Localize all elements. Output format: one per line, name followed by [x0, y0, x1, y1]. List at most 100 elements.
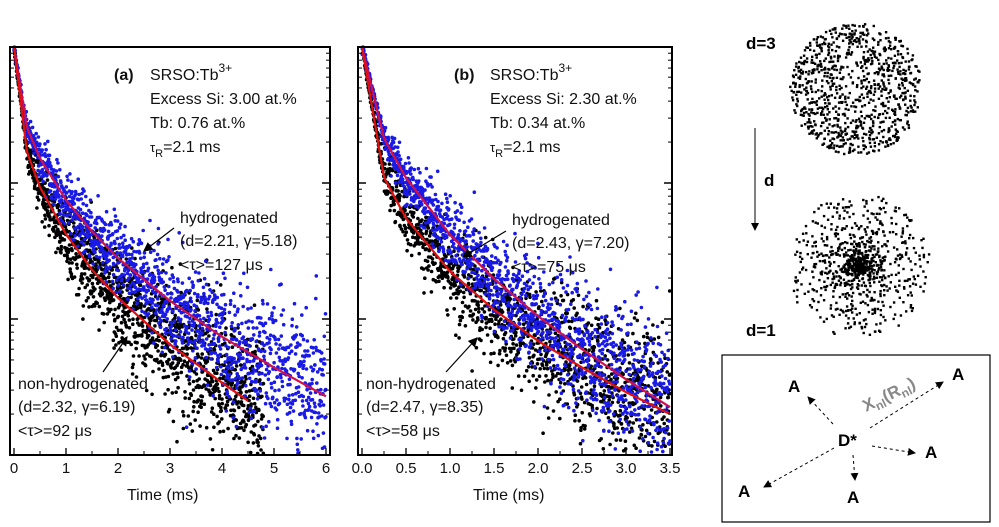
data-point-non-hydrogenated — [89, 291, 94, 296]
data-point-non-hydrogenated — [444, 254, 448, 259]
data-point-hydrogenated — [483, 277, 487, 282]
data-point-non-hydrogenated — [111, 338, 116, 343]
data-point-hydrogenated — [172, 319, 177, 323]
data-point-hydrogenated — [304, 398, 309, 403]
data-point-non-hydrogenated — [118, 302, 122, 307]
data-point-hydrogenated — [320, 368, 325, 372]
data-point-hydrogenated — [111, 272, 116, 277]
data-point-hydrogenated — [104, 209, 109, 214]
data-point-non-hydrogenated — [170, 391, 175, 395]
data-point-non-hydrogenated — [460, 300, 465, 305]
data-point-hydrogenated — [204, 282, 209, 287]
data-point-hydrogenated — [54, 169, 59, 173]
data-point-non-hydrogenated — [457, 322, 462, 327]
data-point-non-hydrogenated — [435, 239, 440, 244]
data-point-non-hydrogenated — [462, 275, 467, 279]
data-point-non-hydrogenated — [476, 318, 480, 322]
data-point-hydrogenated — [55, 157, 59, 162]
data-point-hydrogenated — [253, 369, 258, 373]
data-point-hydrogenated — [228, 298, 233, 303]
data-point-hydrogenated — [473, 285, 478, 290]
data-point-hydrogenated — [424, 166, 429, 171]
data-point-non-hydrogenated — [497, 351, 502, 356]
data-point-non-hydrogenated — [27, 164, 32, 169]
data-point-hydrogenated — [171, 279, 176, 284]
data-point-non-hydrogenated — [117, 341, 121, 345]
data-point-non-hydrogenated — [87, 305, 91, 309]
data-point-hydrogenated — [469, 217, 474, 221]
data-point-non-hydrogenated — [458, 318, 463, 323]
data-point-hydrogenated — [271, 395, 275, 400]
data-point-hydrogenated — [304, 305, 309, 310]
data-point-hydrogenated — [88, 198, 93, 202]
data-point-hydrogenated — [482, 226, 487, 230]
data-point-hydrogenated — [307, 353, 312, 358]
data-point-hydrogenated — [309, 415, 314, 420]
data-point-hydrogenated — [218, 325, 222, 330]
data-point-non-hydrogenated — [548, 339, 552, 344]
data-point-non-hydrogenated — [186, 414, 191, 418]
data-point-non-hydrogenated — [59, 247, 63, 252]
data-point-non-hydrogenated — [130, 365, 135, 370]
data-point-hydrogenated — [209, 357, 213, 361]
data-point-hydrogenated — [299, 437, 304, 441]
data-point-hydrogenated — [167, 254, 171, 259]
data-point-non-hydrogenated — [471, 312, 476, 317]
data-point-non-hydrogenated — [163, 392, 167, 396]
data-point-hydrogenated — [272, 306, 276, 310]
data-point-hydrogenated — [234, 337, 238, 342]
data-point-non-hydrogenated — [535, 362, 540, 366]
data-point-non-hydrogenated — [534, 386, 538, 390]
data-point-non-hydrogenated — [559, 294, 563, 298]
data-point-non-hydrogenated — [573, 413, 578, 418]
data-point-non-hydrogenated — [244, 377, 248, 381]
data-point-hydrogenated — [106, 229, 111, 234]
data-point-hydrogenated — [293, 352, 298, 356]
data-point-non-hydrogenated — [417, 251, 422, 256]
data-point-hydrogenated — [190, 328, 194, 332]
data-point-hydrogenated — [241, 356, 245, 361]
data-point-non-hydrogenated — [224, 326, 228, 330]
data-point-hydrogenated — [186, 342, 190, 347]
data-point-non-hydrogenated — [56, 203, 61, 208]
data-point-hydrogenated — [411, 177, 416, 182]
data-point-hydrogenated — [393, 181, 398, 185]
data-point-non-hydrogenated — [191, 379, 196, 384]
data-point-non-hydrogenated — [215, 414, 219, 419]
data-point-hydrogenated — [238, 352, 243, 357]
data-point-non-hydrogenated — [251, 396, 256, 401]
data-point-hydrogenated — [412, 167, 417, 172]
data-point-non-hydrogenated — [97, 328, 101, 332]
data-point-hydrogenated — [512, 279, 516, 284]
data-point-non-hydrogenated — [575, 379, 580, 383]
data-point-non-hydrogenated — [171, 419, 176, 424]
data-point-non-hydrogenated — [162, 368, 166, 373]
data-point-hydrogenated — [477, 230, 481, 235]
data-point-non-hydrogenated — [554, 390, 558, 394]
data-point-hydrogenated — [259, 363, 264, 368]
data-point-non-hydrogenated — [480, 327, 485, 332]
data-point-hydrogenated — [169, 324, 174, 329]
data-point-hydrogenated — [232, 291, 236, 296]
data-point-hydrogenated — [248, 359, 252, 364]
data-point-non-hydrogenated — [111, 313, 116, 317]
data-point-non-hydrogenated — [627, 361, 632, 365]
data-point-non-hydrogenated — [512, 346, 516, 351]
data-point-hydrogenated — [169, 337, 173, 341]
data-point-hydrogenated — [504, 339, 508, 344]
data-point-non-hydrogenated — [612, 422, 616, 426]
data-point-hydrogenated — [323, 312, 328, 316]
data-point-non-hydrogenated — [112, 346, 116, 350]
data-point-hydrogenated — [130, 252, 134, 257]
data-point-hydrogenated — [479, 240, 483, 245]
data-point-non-hydrogenated — [655, 420, 659, 424]
data-point-hydrogenated — [131, 239, 136, 244]
info-a-line1: SRSO:Tb3+ — [150, 61, 232, 84]
data-point-non-hydrogenated — [80, 272, 84, 276]
data-point-hydrogenated — [518, 357, 522, 361]
data-point-non-hydrogenated — [412, 210, 416, 215]
data-point-hydrogenated — [307, 404, 312, 409]
data-point-non-hydrogenated — [552, 291, 556, 295]
data-point-hydrogenated — [76, 177, 80, 181]
data-point-hydrogenated — [192, 291, 197, 296]
